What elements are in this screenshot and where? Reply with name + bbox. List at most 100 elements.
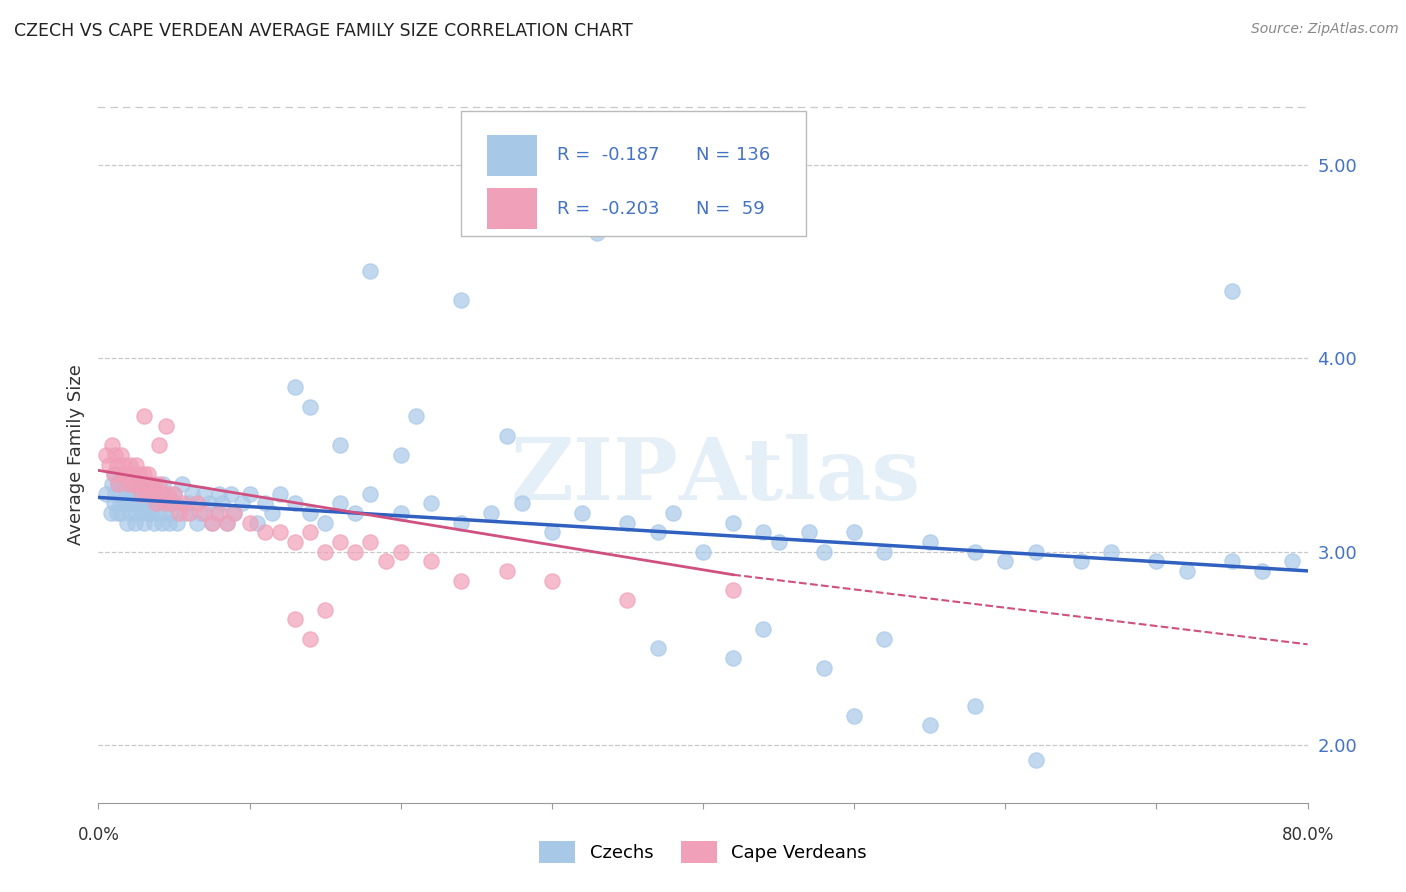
Cape Verdeans [193,506,215,520]
Text: R =  -0.203: R = -0.203 [557,200,659,218]
Czechs [125,486,148,500]
Czechs [159,516,181,530]
Czechs [188,506,211,520]
Czechs [1175,564,1198,578]
Cape Verdeans [148,476,170,491]
Legend: Czechs, Cape Verdeans: Czechs, Cape Verdeans [531,834,875,871]
Czechs [661,506,683,520]
Cape Verdeans [98,458,121,472]
Czechs [1024,753,1046,767]
Czechs [873,544,896,558]
Czechs [215,516,238,530]
Czechs [107,476,129,491]
Cape Verdeans [540,574,562,588]
Czechs [253,496,276,510]
Czechs [173,506,195,520]
Cape Verdeans [224,506,246,520]
Czechs [136,476,159,491]
Czechs [94,486,117,500]
Czechs [239,486,262,500]
Czechs [813,544,835,558]
Czechs [360,264,382,278]
Czechs [110,506,132,520]
Czechs [101,476,124,491]
Cape Verdeans [284,612,307,626]
Czechs [103,496,125,510]
Czechs [389,448,412,462]
Cape Verdeans [148,438,170,452]
Czechs [197,496,219,510]
Czechs [284,496,307,510]
Czechs [692,544,714,558]
Cape Verdeans [329,534,352,549]
Czechs [105,506,128,520]
Czechs [571,506,593,520]
Cape Verdeans [344,544,367,558]
Cape Verdeans [450,574,472,588]
Czechs [231,496,253,510]
Czechs [647,641,669,656]
Cape Verdeans [723,583,745,598]
Czechs [122,496,145,510]
Czechs [965,544,987,558]
Czechs [299,400,322,414]
Czechs [110,486,132,500]
Czechs [145,496,167,510]
Text: Source: ZipAtlas.com: Source: ZipAtlas.com [1251,22,1399,37]
Czechs [1099,544,1122,558]
Cape Verdeans [201,516,224,530]
Cape Verdeans [121,467,143,482]
Czechs [131,486,153,500]
Czechs [405,409,427,424]
Czechs [813,660,835,674]
Czechs [135,506,157,520]
Czechs [723,651,745,665]
Czechs [152,476,174,491]
Czechs [153,506,176,520]
Cape Verdeans [111,467,134,482]
Czechs [115,516,138,530]
Czechs [723,516,745,530]
Cape Verdeans [112,458,135,472]
Cape Verdeans [145,496,167,510]
Cape Verdeans [114,467,136,482]
Czechs [100,506,122,520]
Czechs [129,506,152,520]
Czechs [481,506,503,520]
Czechs [269,486,291,500]
Cape Verdeans [153,496,176,510]
Czechs [143,516,166,530]
Cape Verdeans [150,486,173,500]
Czechs [132,516,155,530]
Czechs [103,467,125,482]
FancyBboxPatch shape [486,188,537,229]
Czechs [118,496,141,510]
Czechs [1220,284,1243,298]
Czechs [844,525,866,540]
Czechs [125,506,148,520]
Text: R =  -0.187: R = -0.187 [557,146,659,164]
Czechs [616,516,638,530]
Czechs [156,496,179,510]
Czechs [246,516,269,530]
Czechs [873,632,896,646]
Czechs [797,525,820,540]
Czechs [205,506,228,520]
Cape Verdeans [616,592,638,607]
Czechs [752,622,775,636]
Cape Verdeans [314,544,336,558]
Cape Verdeans [420,554,443,568]
Czechs [128,496,150,510]
Cape Verdeans [135,486,157,500]
Cape Verdeans [389,544,412,558]
Czechs [918,534,941,549]
Czechs [132,496,155,510]
Czechs [155,486,177,500]
Czechs [160,506,183,520]
Cape Verdeans [299,632,322,646]
Cape Verdeans [94,448,117,462]
Cape Verdeans [134,476,156,491]
Czechs [450,516,472,530]
Text: CZECH VS CAPE VERDEAN AVERAGE FAMILY SIZE CORRELATION CHART: CZECH VS CAPE VERDEAN AVERAGE FAMILY SIZ… [14,22,633,40]
Cape Verdeans [110,448,132,462]
